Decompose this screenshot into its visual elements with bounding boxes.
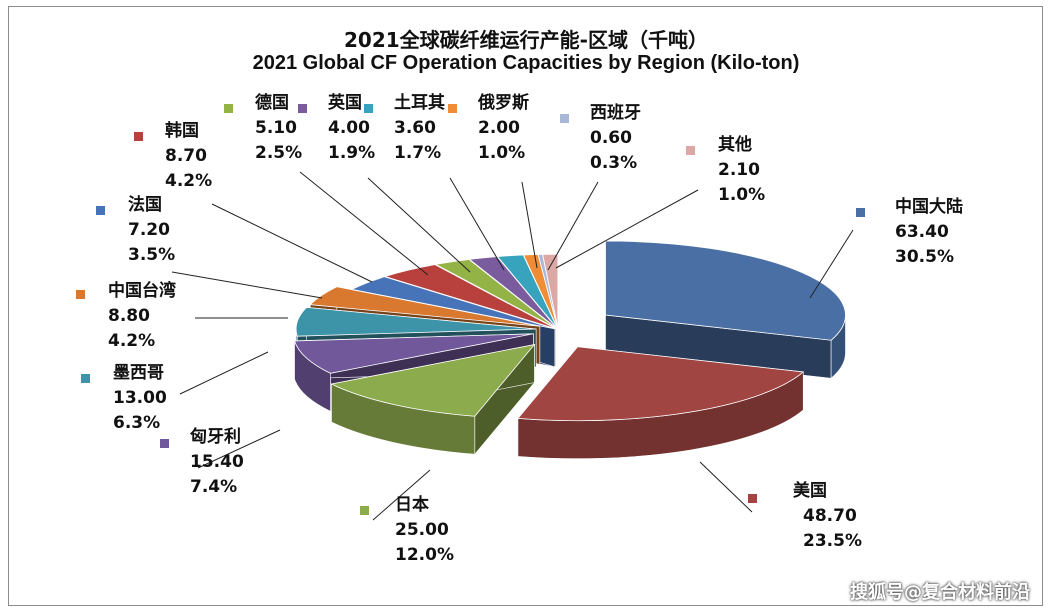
slice-percent: 1.7%	[394, 143, 441, 163]
chart-title: 2021全球碳纤维运行产能-区域（千吨）	[344, 28, 708, 52]
legend-swatch	[160, 439, 169, 448]
leader-line	[521, 181, 538, 269]
slice-label: 墨西哥	[113, 363, 164, 383]
slice-percent: 1.9%	[328, 143, 375, 163]
slice-label: 中国大陆	[895, 196, 963, 217]
slice-label: 韩国	[165, 120, 199, 141]
slice-percent: 23.5%	[803, 531, 862, 551]
leader-line	[367, 177, 471, 273]
slice-value: 2.00	[478, 118, 520, 138]
slice-value: 0.60	[590, 128, 632, 148]
slice-value: 3.60	[394, 118, 436, 138]
slice-value: 48.70	[803, 506, 857, 526]
legend-swatch	[748, 494, 757, 503]
leader-line	[211, 203, 373, 283]
slice-percent: 1.0%	[478, 143, 525, 163]
chart-subtitle: 2021 Global CF Operation Capacities by R…	[252, 52, 800, 74]
slice-percent: 1.0%	[718, 185, 765, 205]
slice-label: 西班牙	[590, 103, 641, 123]
slice-value: 63.40	[895, 222, 949, 242]
watermark: 搜狐号@复合材料前沿	[850, 582, 1030, 603]
leader-line	[171, 271, 323, 299]
legend-swatch	[298, 104, 307, 113]
slice-value: 13.00	[113, 388, 167, 408]
slice-label: 中国台湾	[108, 280, 176, 301]
slice-value: 15.40	[190, 452, 244, 472]
slice-value: 8.80	[108, 306, 150, 326]
legend-swatch	[360, 506, 369, 515]
slice-percent: 3.5%	[128, 245, 175, 265]
legend-swatch	[96, 206, 105, 215]
slice-percent: 12.0%	[395, 545, 454, 565]
leader-line	[449, 177, 505, 271]
leader-line	[179, 351, 269, 395]
pie-slice	[605, 240, 846, 379]
slice-label: 土耳其	[394, 92, 445, 113]
legend-swatch	[560, 114, 569, 123]
slice-label: 匈牙利	[189, 426, 241, 447]
slice-value: 4.00	[328, 118, 370, 138]
slice-value: 8.70	[165, 146, 207, 166]
slice-percent: 30.5%	[895, 247, 954, 267]
slice-value: 5.10	[255, 118, 297, 138]
slice-label: 俄罗斯	[477, 92, 529, 113]
leader-line	[197, 429, 281, 469]
slice-percent: 2.5%	[255, 143, 302, 163]
pie-slice	[517, 345, 805, 460]
leader-line	[809, 229, 854, 299]
legend-swatch	[856, 208, 865, 217]
leader-line	[555, 189, 699, 269]
slice-percent: 0.3%	[590, 153, 637, 173]
legend-swatch	[134, 132, 143, 141]
slice-label: 日本	[395, 494, 429, 515]
slice-percent: 7.4%	[190, 477, 237, 497]
slice-label: 美国	[793, 480, 827, 501]
leader-line	[699, 461, 753, 513]
legend-swatch	[224, 104, 233, 113]
slice-value: 7.20	[128, 220, 170, 240]
leader-line	[547, 181, 599, 271]
leader-line	[299, 171, 429, 276]
slice-value: 25.00	[395, 520, 449, 540]
slice-percent: 6.3%	[113, 413, 160, 433]
slice-percent: 4.2%	[108, 331, 155, 351]
legend-swatch	[81, 374, 90, 383]
legend-swatch	[364, 104, 373, 113]
slice-label: 德国	[255, 92, 289, 113]
legend-swatch	[76, 290, 85, 299]
slice-value: 2.10	[718, 160, 760, 180]
legend-swatch	[448, 104, 457, 113]
legend-swatch	[686, 146, 695, 155]
pie-slice	[330, 343, 536, 456]
slice-label: 其他	[718, 134, 752, 155]
slice-label: 法国	[128, 194, 162, 215]
slice-label: 英国	[328, 92, 362, 113]
leader-line	[372, 469, 431, 521]
slice-percent: 4.2%	[165, 171, 212, 191]
